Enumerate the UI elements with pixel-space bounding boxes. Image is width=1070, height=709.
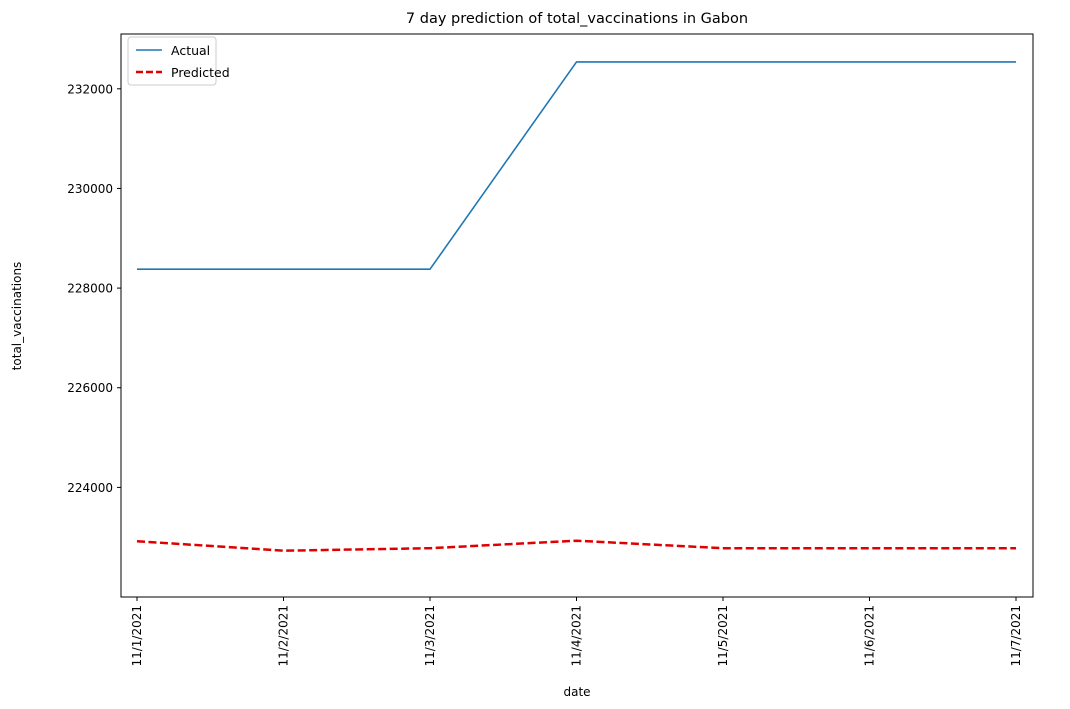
x-tick-label: 11/3/2021	[423, 605, 437, 667]
x-tick-label: 11/1/2021	[130, 605, 144, 667]
chart-title: 7 day prediction of total_vaccinations i…	[406, 11, 748, 27]
x-tick-label: 11/2/2021	[277, 605, 291, 667]
x-tick-label: 11/6/2021	[863, 605, 877, 667]
series-line-actual	[137, 61, 1016, 271]
plot-area	[136, 61, 1016, 552]
legend: Actual Predicted	[127, 36, 230, 86]
y-tick-label: 226000	[67, 381, 113, 395]
y-tick-label: 224000	[67, 481, 113, 495]
legend-label-actual: Actual	[171, 43, 210, 58]
x-tick-label: 11/4/2021	[570, 605, 584, 667]
axes-frame	[120, 33, 1034, 598]
y-axis-label: total_vaccinations	[10, 262, 24, 371]
x-axis: 11/1/2021 11/2/2021 11/3/2021 11/4/2021 11/5…	[130, 597, 1023, 667]
series-line-predicted	[136, 539, 1016, 552]
y-tick-label: 232000	[67, 82, 113, 96]
x-tick-label: 11/5/2021	[716, 605, 730, 667]
y-tick-label: 228000	[67, 282, 113, 296]
y-axis: 224000 226000 228000 230000 232000	[67, 82, 121, 495]
legend-label-predicted: Predicted	[171, 65, 230, 80]
y-tick-label: 230000	[67, 182, 113, 196]
x-tick-label: 11/7/2021	[1009, 605, 1023, 667]
x-axis-label: date	[563, 685, 590, 699]
